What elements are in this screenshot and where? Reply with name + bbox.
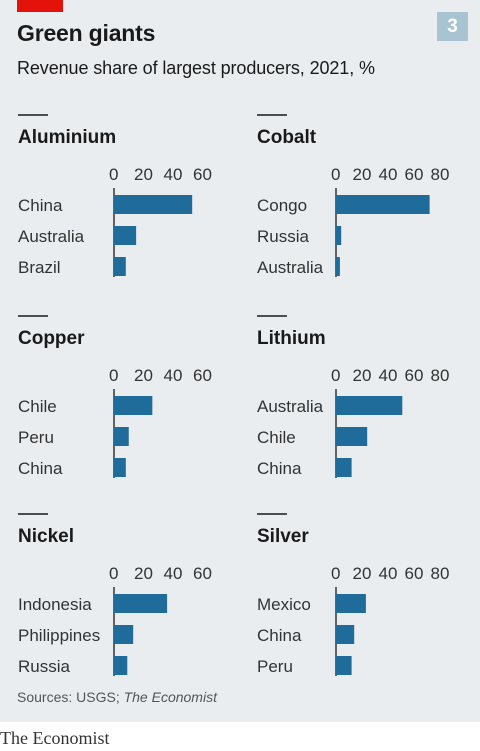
cobalt-category-label: Australia xyxy=(257,258,324,277)
copper-bar xyxy=(114,427,129,446)
source-publication: The Economist xyxy=(123,689,217,705)
aluminium-bar xyxy=(114,257,126,276)
copper-tick-label: 0 xyxy=(109,366,118,385)
cobalt-bar xyxy=(336,226,342,245)
lithium-bar xyxy=(336,458,352,477)
nickel-tick-label: 60 xyxy=(193,564,212,583)
nickel-category-label: Indonesia xyxy=(18,595,92,614)
silver-chart-title: Silver xyxy=(257,526,309,547)
chart-number-badge: 3 xyxy=(437,12,468,41)
lithium-category-label: China xyxy=(257,459,302,478)
nickel-tick-label: 0 xyxy=(109,564,118,583)
copper-tick-label: 20 xyxy=(134,366,153,385)
aluminium-bar xyxy=(114,195,193,214)
copper-tick-label: 60 xyxy=(193,366,212,385)
silver-bar xyxy=(336,625,355,644)
chart-subtitle: Revenue share of largest producers, 2021… xyxy=(17,58,375,78)
cobalt-bar xyxy=(336,195,430,214)
copper-category-label: Peru xyxy=(18,428,54,447)
chart-panel xyxy=(0,0,480,722)
cobalt-tick-label: 80 xyxy=(431,165,450,184)
cobalt-tick-label: 0 xyxy=(331,165,340,184)
nickel-category-label: Russia xyxy=(18,657,71,676)
cobalt-category-label: Russia xyxy=(257,227,310,246)
nickel-chart-title: Nickel xyxy=(18,526,74,547)
silver-bar xyxy=(336,594,366,613)
lithium-tick-label: 40 xyxy=(379,366,398,385)
copper-bar xyxy=(114,396,153,415)
cobalt-tick-label: 20 xyxy=(353,165,372,184)
nickel-tick-label: 40 xyxy=(164,564,183,583)
nickel-bar xyxy=(114,594,168,613)
aluminium-chart-title: Aluminium xyxy=(18,127,116,148)
aluminium-category-label: China xyxy=(18,196,63,215)
cobalt-chart-title: Cobalt xyxy=(257,127,317,148)
silver-tick-label: 40 xyxy=(379,564,398,583)
chart-title: Green giants xyxy=(17,20,156,46)
copper-tick-label: 40 xyxy=(164,366,183,385)
silver-category-label: Peru xyxy=(257,657,293,676)
cobalt-category-label: Congo xyxy=(257,196,307,215)
lithium-category-label: Australia xyxy=(257,397,324,416)
nickel-bar xyxy=(114,656,128,675)
copper-category-label: China xyxy=(18,459,63,478)
source-note: Sources: USGS; The Economist xyxy=(17,689,217,705)
nickel-bar xyxy=(114,625,134,644)
silver-tick-label: 80 xyxy=(431,564,450,583)
cobalt-tick-label: 40 xyxy=(379,165,398,184)
copper-category-label: Chile xyxy=(18,397,57,416)
aluminium-tick-label: 0 xyxy=(109,165,118,184)
copper-chart-title: Copper xyxy=(18,328,85,349)
lithium-category-label: Chile xyxy=(257,428,296,447)
silver-category-label: China xyxy=(257,626,302,645)
aluminium-tick-label: 60 xyxy=(193,165,212,184)
aluminium-tick-label: 20 xyxy=(134,165,153,184)
small-multiples-charts: Aluminium 0 20 40 60 China Australia Brazil Coba… xyxy=(18,114,450,676)
aluminium-tick-label: 40 xyxy=(164,165,183,184)
silver-tick-label: 0 xyxy=(331,564,340,583)
cobalt-bar xyxy=(336,257,340,276)
lithium-tick-label: 80 xyxy=(431,366,450,385)
lithium-tick-label: 60 xyxy=(405,366,424,385)
aluminium-category-label: Australia xyxy=(18,227,85,246)
cobalt-tick-label: 60 xyxy=(405,165,424,184)
lithium-bar xyxy=(336,427,368,446)
silver-tick-label: 20 xyxy=(353,564,372,583)
silver-category-label: Mexico xyxy=(257,595,311,614)
copper-bar xyxy=(114,458,126,477)
lithium-tick-label: 20 xyxy=(353,366,372,385)
brand-red-tag xyxy=(17,0,63,12)
nickel-category-label: Philippines xyxy=(18,626,100,645)
aluminium-category-label: Brazil xyxy=(18,258,61,277)
publisher-logo: The Economist xyxy=(0,728,110,748)
nickel-tick-label: 20 xyxy=(134,564,153,583)
silver-tick-label: 60 xyxy=(405,564,424,583)
silver-bar xyxy=(336,656,352,675)
lithium-tick-label: 0 xyxy=(331,366,340,385)
lithium-bar xyxy=(336,396,403,415)
lithium-chart-title: Lithium xyxy=(257,328,326,349)
source-prefix: Sources: USGS; xyxy=(17,689,120,705)
aluminium-bar xyxy=(114,226,137,245)
